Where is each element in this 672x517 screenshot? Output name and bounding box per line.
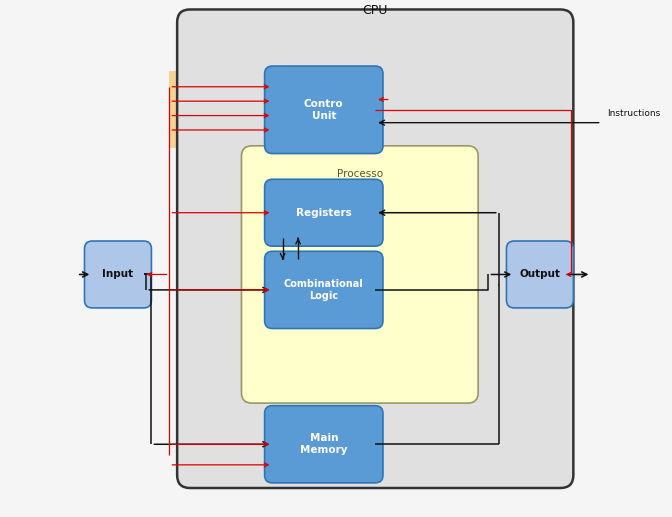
Text: CPU: CPU (363, 4, 388, 17)
FancyBboxPatch shape (241, 146, 478, 403)
Text: Combinational
Logic: Combinational Logic (284, 279, 364, 301)
FancyBboxPatch shape (265, 251, 383, 328)
FancyBboxPatch shape (177, 9, 573, 488)
FancyBboxPatch shape (507, 241, 573, 308)
Bar (179, 77, 540, 143)
FancyBboxPatch shape (85, 241, 151, 308)
Bar (169, 71, 555, 148)
Text: Instructions: Instructions (607, 109, 660, 117)
Text: Registers: Registers (296, 208, 351, 218)
FancyBboxPatch shape (265, 66, 383, 154)
Text: Output: Output (519, 269, 560, 280)
Text: Processo: Processo (337, 169, 383, 179)
Text: Input: Input (102, 269, 134, 280)
Text: Main
Memory: Main Memory (300, 433, 347, 455)
FancyBboxPatch shape (265, 406, 383, 483)
Text: Contro
Unit: Contro Unit (304, 99, 343, 120)
FancyBboxPatch shape (265, 179, 383, 246)
Bar (190, 82, 524, 138)
